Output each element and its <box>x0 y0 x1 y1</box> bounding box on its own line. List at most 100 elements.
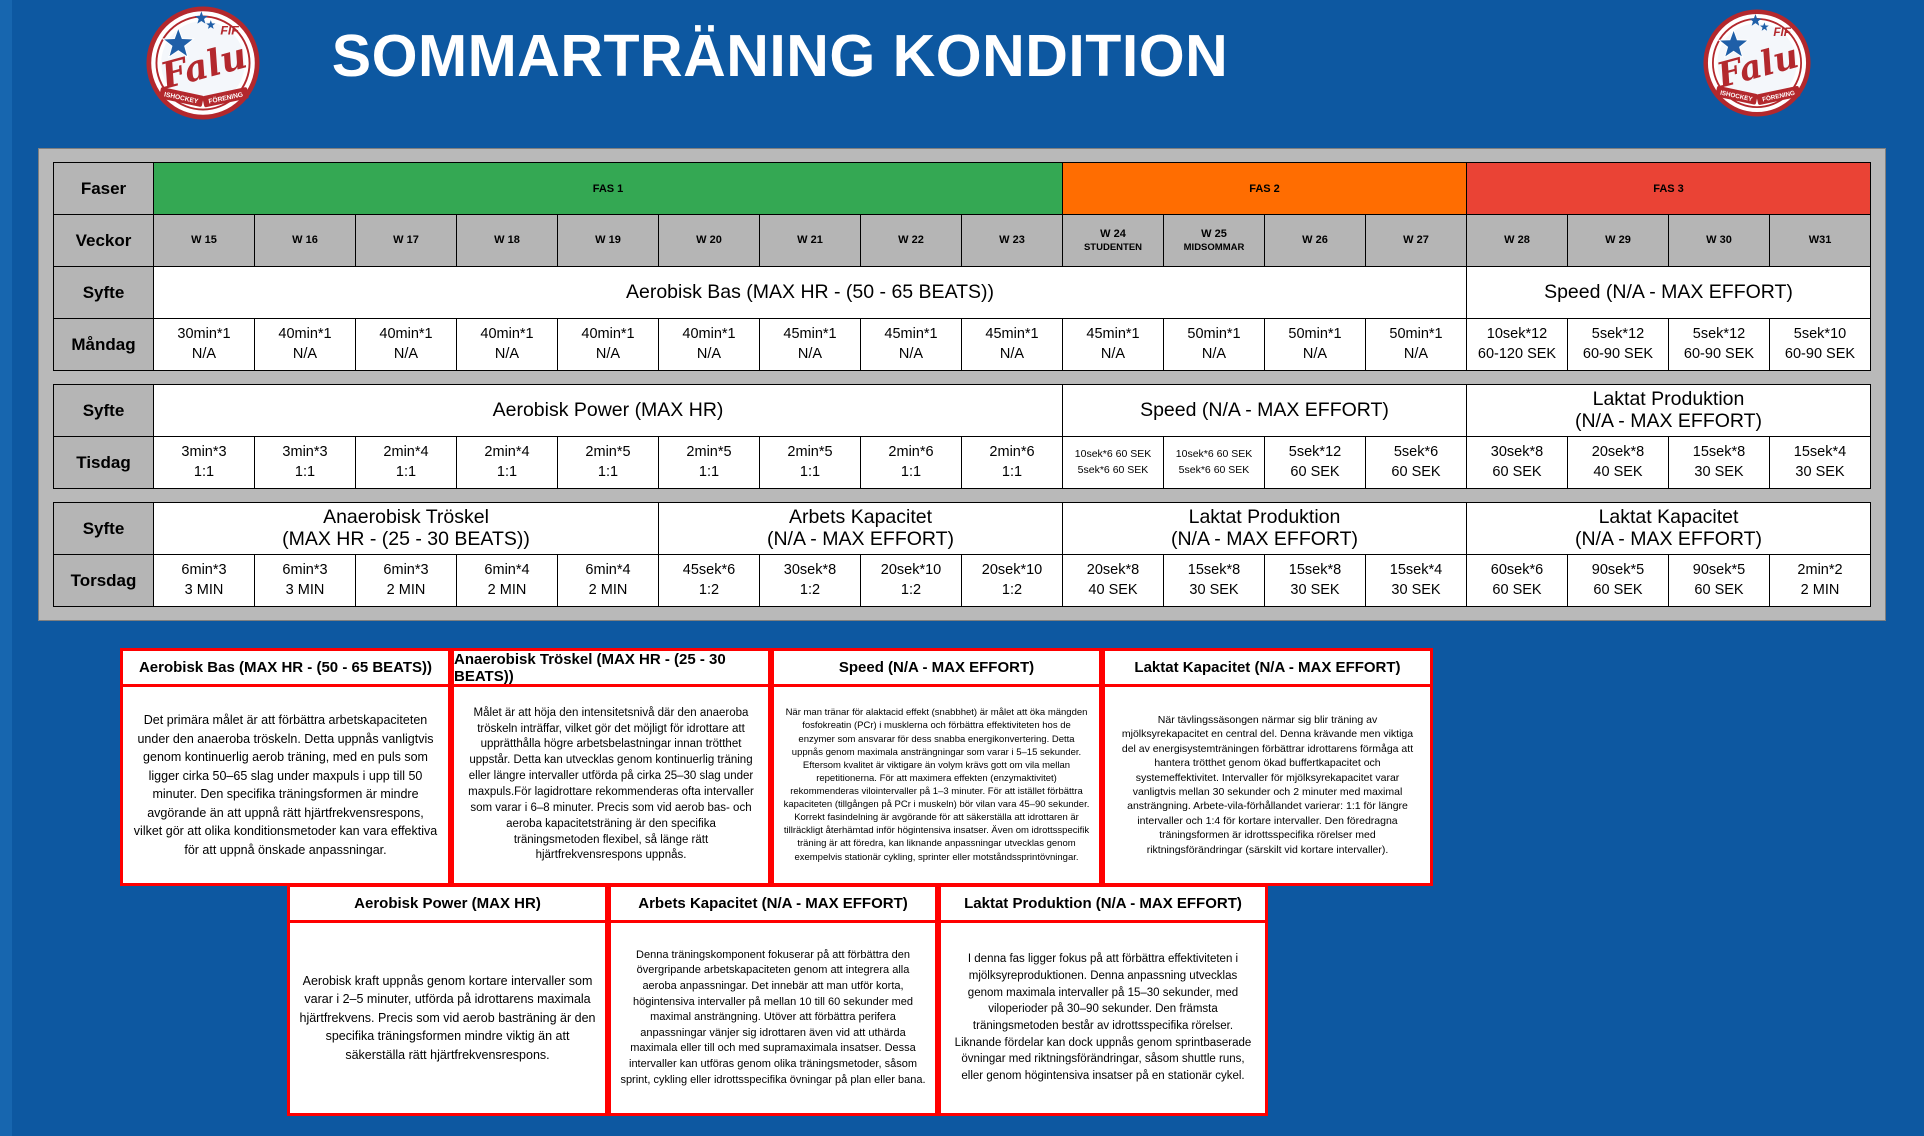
session-duration: 15sek*4 <box>1772 443 1868 463</box>
session-rest: 1:1 <box>358 463 454 483</box>
infobox-body: Aerobisk kraft uppnås genom kortare inte… <box>290 923 605 1113</box>
infobox-anaerobisk-troskel: Anaerobisk Tröskel (MAX HR - (25 - 30 BE… <box>451 648 771 886</box>
session-duration: 45min*1 <box>1065 325 1161 345</box>
purpose-line: Laktat Produktion <box>1065 507 1464 529</box>
session-cell: 40min*1N/A <box>457 319 558 371</box>
purpose-cell: Aerobisk Bas (MAX HR - (50 - 65 BEATS)) <box>154 267 1467 319</box>
session-cell: 2min*41:1 <box>356 437 457 489</box>
infobox-title: Speed (N/A - MAX EFFORT) <box>774 651 1099 687</box>
session-rest: N/A <box>560 345 656 365</box>
session-cell: 6min*33 MIN <box>154 555 255 607</box>
row-label-syfte: Syfte <box>54 267 154 319</box>
session-duration: 90sek*5 <box>1671 561 1767 581</box>
session-rest: N/A <box>863 345 959 365</box>
week-number: W 23 <box>964 233 1060 248</box>
session-cell: 40min*1N/A <box>659 319 760 371</box>
week-cell: W 27 <box>1366 215 1467 267</box>
week-cell: W 22 <box>861 215 962 267</box>
session-duration: 2min*5 <box>661 443 757 463</box>
session-duration: 5sek*12 <box>1570 325 1666 345</box>
week-cell: W 21 <box>760 215 861 267</box>
session-cell: 15sek*830 SEK <box>1164 555 1265 607</box>
session-rest: 5sek*6 60 SEK <box>1065 463 1161 479</box>
session-cell: 10sek*6 60 SEK5sek*6 60 SEK <box>1063 437 1164 489</box>
session-cell: 90sek*560 SEK <box>1568 555 1669 607</box>
week-number: W 18 <box>459 233 555 248</box>
session-cell: 10sek*1260-120 SEK <box>1467 319 1568 371</box>
session-rest: 2 MIN <box>560 581 656 601</box>
session-rest: 1:1 <box>560 463 656 483</box>
session-cell: 40min*1N/A <box>255 319 356 371</box>
purpose-line: (MAX HR - (25 - 30 BEATS)) <box>156 529 656 551</box>
session-cell: 5sek*1060-90 SEK <box>1770 319 1871 371</box>
infobox-title: Aerobisk Bas (MAX HR - (50 - 65 BEATS)) <box>123 651 448 687</box>
week-cell: W 23 <box>962 215 1063 267</box>
purpose-line: Speed (N/A - MAX EFFORT) <box>1469 282 1868 304</box>
session-duration: 45min*1 <box>964 325 1060 345</box>
session-duration: 15sek*8 <box>1267 561 1363 581</box>
week-number: W 24 <box>1065 227 1161 242</box>
session-duration: 5sek*12 <box>1671 325 1767 345</box>
session-rest: 2 MIN <box>1772 581 1868 601</box>
phase-cell: FAS 3 <box>1467 163 1871 215</box>
purpose-line: Laktat Kapacitet <box>1469 507 1868 529</box>
week-note: STUDENTEN <box>1065 242 1161 255</box>
session-rest: 1:2 <box>964 581 1060 601</box>
session-duration: 5sek*10 <box>1772 325 1868 345</box>
session-cell: 45min*1N/A <box>962 319 1063 371</box>
session-cell: 45min*1N/A <box>760 319 861 371</box>
session-rest: 60 SEK <box>1570 581 1666 601</box>
session-rest: 1:1 <box>459 463 555 483</box>
infobox-title: Laktat Produktion (N/A - MAX EFFORT) <box>941 887 1265 923</box>
session-rest: 30 SEK <box>1671 463 1767 483</box>
purpose-cell: Laktat Kapacitet(N/A - MAX EFFORT) <box>1467 503 1871 555</box>
session-duration: 40min*1 <box>560 325 656 345</box>
session-rest: 30 SEK <box>1166 581 1262 601</box>
session-cell: 20sek*101:2 <box>962 555 1063 607</box>
session-duration: 60sek*6 <box>1469 561 1565 581</box>
session-rest: 1:1 <box>762 463 858 483</box>
purpose-line: Aerobisk Bas (MAX HR - (50 - 65 BEATS)) <box>156 282 1464 304</box>
session-cell: 6min*32 MIN <box>356 555 457 607</box>
week-number: W 22 <box>863 233 959 248</box>
session-rest: 5sek*6 60 SEK <box>1166 463 1262 479</box>
week-cell: W 30 <box>1669 215 1770 267</box>
session-cell: 20sek*840 SEK <box>1568 437 1669 489</box>
session-duration: 50min*1 <box>1166 325 1262 345</box>
session-duration: 5sek*12 <box>1267 443 1363 463</box>
week-cell: W 16 <box>255 215 356 267</box>
session-cell: 20sek*101:2 <box>861 555 962 607</box>
session-rest: 60 SEK <box>1469 463 1565 483</box>
row-label-faser: Faser <box>54 163 154 215</box>
session-rest: 30 SEK <box>1368 581 1464 601</box>
session-rest: 1:1 <box>661 463 757 483</box>
session-rest: N/A <box>1065 345 1161 365</box>
phase-cell: FAS 1 <box>154 163 1063 215</box>
purpose-line: Anaerobisk Tröskel <box>156 507 656 529</box>
session-cell: 2min*51:1 <box>659 437 760 489</box>
session-cell: 2min*51:1 <box>558 437 659 489</box>
week-cell: W 24STUDENTEN <box>1063 215 1164 267</box>
purpose-line: (N/A - MAX EFFORT) <box>661 529 1060 551</box>
week-number: W 28 <box>1469 233 1565 248</box>
session-rest: N/A <box>964 345 1060 365</box>
session-rest: 60 SEK <box>1469 581 1565 601</box>
week-cell: W 28 <box>1467 215 1568 267</box>
session-cell: 2min*61:1 <box>861 437 962 489</box>
session-rest: 1:2 <box>762 581 858 601</box>
week-number: W 16 <box>257 233 353 248</box>
infobox-aerobisk-bas: Aerobisk Bas (MAX HR - (50 - 65 BEATS)) … <box>120 648 451 886</box>
schedule-grid-phases-weeks-monday: FaserFAS 1FAS 2FAS 3VeckorW 15W 16W 17W … <box>53 162 1871 371</box>
session-duration: 20sek*10 <box>863 561 959 581</box>
session-duration: 20sek*8 <box>1065 561 1161 581</box>
session-rest: 2 MIN <box>358 581 454 601</box>
week-number: W 30 <box>1671 233 1767 248</box>
session-rest: 60 SEK <box>1368 463 1464 483</box>
session-cell: 30min*1N/A <box>154 319 255 371</box>
session-duration: 3min*3 <box>156 443 252 463</box>
purpose-line: Aerobisk Power (MAX HR) <box>156 400 1060 422</box>
week-number: W 25 <box>1166 227 1262 242</box>
session-duration: 6min*3 <box>156 561 252 581</box>
session-duration: 6min*3 <box>257 561 353 581</box>
session-rest: 60-90 SEK <box>1671 345 1767 365</box>
